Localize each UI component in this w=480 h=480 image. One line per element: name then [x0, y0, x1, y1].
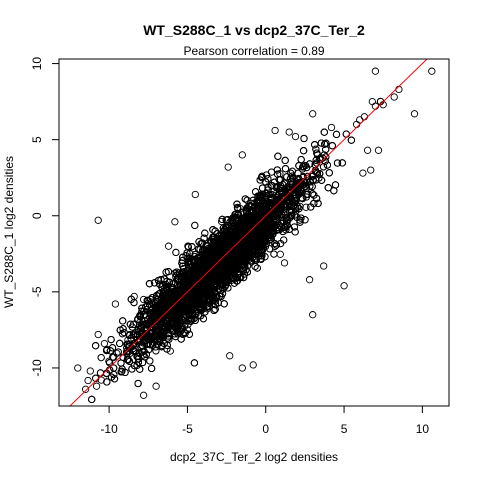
chart-title: WT_S288C_1 vs dcp2_37C_Ter_2: [143, 22, 365, 38]
data-point: [139, 391, 148, 399]
data-point: [320, 262, 328, 270]
data-point: [291, 132, 300, 141]
data-point: [327, 123, 336, 132]
data-point: [94, 330, 102, 339]
data-point: [271, 126, 279, 135]
data-point: [371, 102, 380, 110]
data-point: [309, 110, 317, 118]
data-point: [371, 67, 380, 75]
chart-subtitle: Pearson correlation = 0.89: [183, 44, 324, 58]
data-point: [395, 85, 403, 94]
data-point: [374, 146, 383, 154]
data-point: [368, 97, 376, 106]
data-point: [238, 151, 246, 159]
data-point: [367, 166, 375, 174]
data-point: [249, 361, 257, 369]
data-point: [428, 67, 436, 75]
data-point: [74, 364, 82, 372]
data-point: [340, 282, 348, 290]
data-point: [100, 339, 109, 348]
data-point: [410, 110, 419, 118]
data-point: [171, 218, 179, 226]
data-point: [352, 120, 361, 129]
data-point: [81, 385, 90, 393]
data-point: [360, 113, 369, 121]
data-point: [309, 311, 317, 319]
data-point: [276, 250, 284, 258]
data-point: [84, 376, 92, 385]
data-point: [105, 357, 113, 365]
data-point: [94, 216, 102, 224]
data-point: [226, 352, 234, 360]
data-point: [92, 382, 101, 390]
data-point: [191, 190, 199, 199]
data-point: [111, 300, 120, 308]
data-point: [390, 93, 398, 101]
data-point: [86, 367, 94, 375]
data-point: [280, 259, 289, 267]
data-point: [238, 364, 246, 372]
data-point: [224, 163, 232, 171]
data-point: [363, 146, 372, 154]
data-point: [164, 242, 173, 250]
data-point: [85, 409, 91, 415]
data-point: [305, 276, 314, 284]
data-point: [139, 295, 148, 304]
data-point: [285, 128, 293, 136]
data-point: [113, 349, 121, 357]
data-points: [74, 67, 436, 415]
data-point: [152, 382, 160, 390]
data-point: [359, 169, 367, 177]
data-point: [302, 203, 310, 211]
